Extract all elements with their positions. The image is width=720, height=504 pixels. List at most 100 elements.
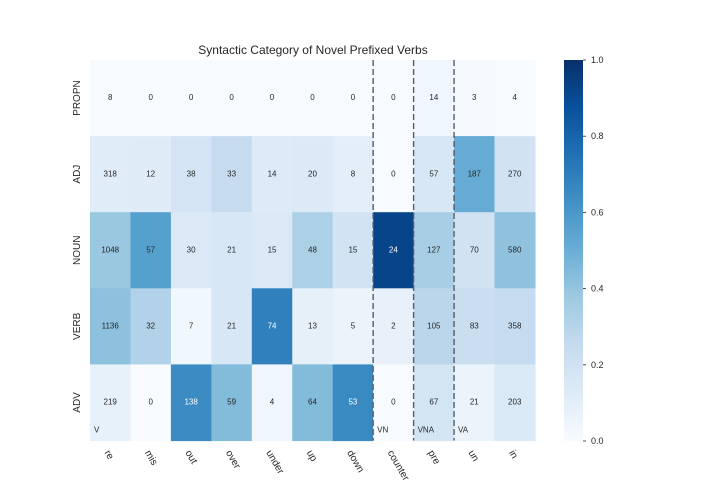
heatmap-cell	[332, 288, 374, 365]
x-tick-label: un	[466, 449, 481, 464]
colorbar-tick-label: 0.8	[591, 131, 604, 141]
cell-value-label: 15	[348, 245, 357, 254]
cell-value-label: 38	[187, 169, 196, 178]
heatmap-cell	[454, 288, 496, 365]
x-tick-label: re	[102, 449, 116, 463]
heatmap-cell	[292, 60, 334, 137]
y-tick-label: NOUN	[72, 236, 83, 265]
cell-value-label: 30	[187, 245, 196, 254]
cell-value-label: 21	[227, 245, 236, 254]
heatmap-cell	[211, 136, 253, 213]
cell-value-label: 2	[391, 321, 396, 330]
x-tick-label: pre	[425, 449, 442, 467]
heatmap-cell	[251, 288, 293, 365]
cell-value-label: 0	[391, 398, 396, 407]
cell-value-label: 74	[268, 321, 277, 330]
cell-value-label: 7	[189, 321, 194, 330]
cell-value-label: 358	[508, 321, 522, 330]
heatmap-cell	[170, 364, 212, 442]
cell-value-label: 8	[108, 93, 113, 102]
heatmap-cell	[292, 212, 334, 289]
cell-value-label: 187	[468, 169, 482, 178]
cell-value-label: 70	[470, 245, 479, 254]
heatmap-cell	[292, 364, 334, 442]
cell-value-label: 0	[148, 93, 153, 102]
heatmap-cell	[130, 364, 172, 442]
cell-value-label: 67	[429, 398, 438, 407]
heatmap-cell	[494, 136, 536, 213]
heatmap-cell	[292, 136, 334, 213]
heatmap-cell	[90, 212, 132, 289]
heatmap-cell	[90, 60, 132, 137]
group-label: VN	[377, 426, 388, 435]
heatmap-cell	[251, 364, 293, 442]
heatmap-cell	[170, 212, 212, 289]
heatmap-cell	[413, 212, 455, 289]
heatmap-cell	[494, 212, 536, 289]
cell-value-label: 13	[308, 321, 317, 330]
heatmap-cell	[413, 136, 455, 213]
heatmap-cell	[251, 212, 293, 289]
heatmap-cell	[90, 136, 132, 213]
cell-value-label: 3	[472, 93, 477, 102]
cell-value-label: 5	[351, 321, 356, 330]
group-labels: V VN VNA VA	[94, 426, 469, 435]
x-tick-label: down	[344, 449, 365, 475]
heatmap-cell	[170, 60, 212, 137]
cell-value-label: 0	[310, 93, 315, 102]
heatmap-cell	[373, 364, 415, 442]
heatmap-cell	[373, 136, 415, 213]
cell-value-label: 20	[308, 169, 317, 178]
cell-value-label: 57	[146, 245, 155, 254]
cell-value-label: 15	[268, 245, 277, 254]
cell-value-label: 57	[429, 169, 438, 178]
heatmap-cell	[130, 136, 172, 213]
cell-value-label: 0	[351, 93, 356, 102]
cell-value-label: 219	[104, 398, 118, 407]
heatmap-cell	[130, 60, 172, 137]
heatmap-cell	[170, 136, 212, 213]
cell-value-label: 83	[470, 321, 479, 330]
cell-value-label: 21	[227, 321, 236, 330]
y-axis-tick-labels: PROPN ADJ NOUN VERB ADV	[72, 80, 83, 412]
heatmap-cell	[211, 288, 253, 365]
y-tick-label: VERB	[72, 312, 83, 340]
x-tick-label: under	[263, 449, 286, 477]
x-tick-label: over	[223, 449, 243, 472]
x-tick-label: up	[304, 449, 319, 465]
heatmap-cell	[332, 212, 374, 289]
cell-value-label: 64	[308, 398, 317, 407]
cell-value-label: 0	[148, 398, 153, 407]
cell-value-label: 1136	[102, 321, 120, 330]
heatmap-cell	[90, 288, 132, 365]
cell-value-label: 105	[427, 321, 441, 330]
heatmap-cell	[211, 60, 253, 137]
cell-value-label: 0	[229, 93, 234, 102]
y-tick-label: ADV	[72, 392, 83, 413]
cell-value-label: 48	[308, 245, 317, 254]
y-tick-label: PROPN	[72, 80, 83, 116]
cell-value-label: 580	[508, 245, 522, 254]
heatmap-cell	[494, 60, 536, 137]
cell-value-label: 8	[351, 169, 356, 178]
heatmap-cell	[454, 136, 496, 213]
cell-value-label: 318	[104, 169, 118, 178]
group-dividers	[372, 60, 455, 441]
heatmap-cell	[130, 212, 172, 289]
heatmap-cell	[332, 60, 374, 137]
cell-value-label: 0	[270, 93, 275, 102]
group-label: V	[94, 426, 100, 435]
heatmap-cell	[413, 60, 455, 137]
heatmap-cell	[373, 60, 415, 137]
x-tick-label: counter	[385, 449, 412, 484]
cell-value-label: 14	[268, 169, 277, 178]
cell-value-label: 14	[429, 93, 438, 102]
heatmap-cell	[332, 136, 374, 213]
colorbar-tick-label: 0.6	[591, 207, 604, 217]
heatmap-cell	[494, 288, 536, 365]
cell-value-label: 4	[270, 398, 275, 407]
x-tick-label: in	[506, 449, 519, 461]
heatmap-cell	[494, 364, 536, 442]
cell-value-label: 33	[227, 169, 236, 178]
